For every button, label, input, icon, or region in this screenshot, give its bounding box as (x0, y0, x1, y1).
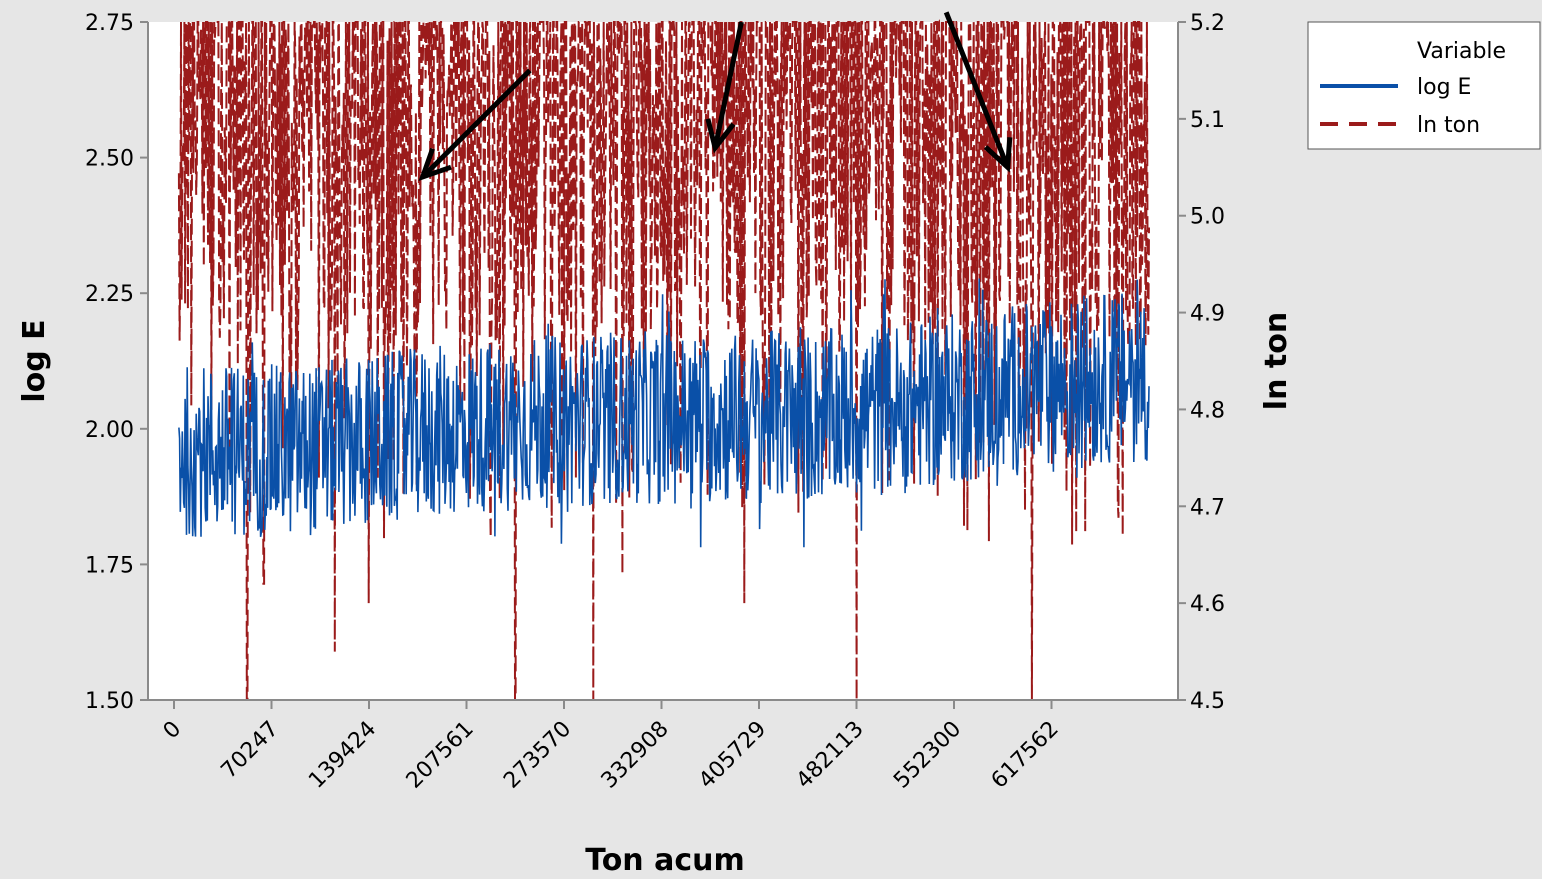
y-tick-label: 2.25 (85, 282, 134, 307)
y2-tick-label: 5.0 (1190, 205, 1225, 230)
x-tick-label: 405729 (694, 717, 771, 794)
y-axis-title: log E (17, 319, 52, 402)
x-tick-label: 332908 (597, 717, 674, 794)
annotation-arrow-shaft-0 (420, 68, 532, 179)
y2-tick-label: 5.2 (1190, 11, 1225, 36)
y-tick-label: 1.75 (85, 553, 134, 578)
annotation-layer (418, 11, 1013, 182)
y2-tick-label: 4.7 (1190, 495, 1225, 520)
y2-tick-label: 4.9 (1190, 302, 1225, 327)
y2-tick-label: 5.1 (1190, 108, 1225, 133)
x-tick-label: 0 (159, 717, 187, 745)
annotation-arrow-2 (943, 11, 1013, 173)
x-tick-label: 207561 (402, 717, 479, 794)
legend-title: Variable (1417, 39, 1506, 64)
y-tick-label: 2.00 (85, 418, 134, 443)
annotation-arrow-0 (418, 68, 532, 182)
legend-label-ln-ton: ln ton (1417, 113, 1480, 138)
annotation-arrow-head-0 (418, 147, 452, 182)
x-tick-label: 70247 (217, 717, 284, 784)
legend: Variable log E ln ton (1307, 21, 1541, 150)
y2-axis-title: ln ton (1259, 312, 1294, 410)
series-ln-ton-line (177, 19, 1150, 701)
annotation-arrow-shaft-1 (712, 21, 744, 149)
series-layer (177, 19, 1150, 701)
y2-tick-label: 4.8 (1190, 398, 1225, 423)
y2-tick-label: 4.6 (1190, 592, 1225, 617)
x-tick-label: 617562 (987, 717, 1064, 794)
x-tick-label: 482113 (792, 717, 869, 794)
y-tick-label: 1.50 (85, 689, 134, 714)
annotation-arrow-head-1 (705, 118, 736, 154)
x-tick-label: 552300 (889, 717, 966, 794)
x-tick-label: 139424 (304, 717, 381, 794)
annotation-arrow-shaft-2 (943, 11, 1010, 169)
x-axis-title: Ton acum (585, 843, 745, 878)
annotation-arrow-1 (705, 21, 744, 154)
x-tick-label: 273570 (499, 717, 576, 794)
annotation-arrow-head-2 (983, 137, 1013, 173)
series-log-e-line (178, 278, 1150, 548)
legend-label-log-e: log E (1417, 75, 1471, 100)
y-tick-label: 2.75 (85, 11, 134, 36)
y2-tick-label: 4.5 (1190, 689, 1225, 714)
y-tick-label: 2.50 (85, 147, 134, 172)
